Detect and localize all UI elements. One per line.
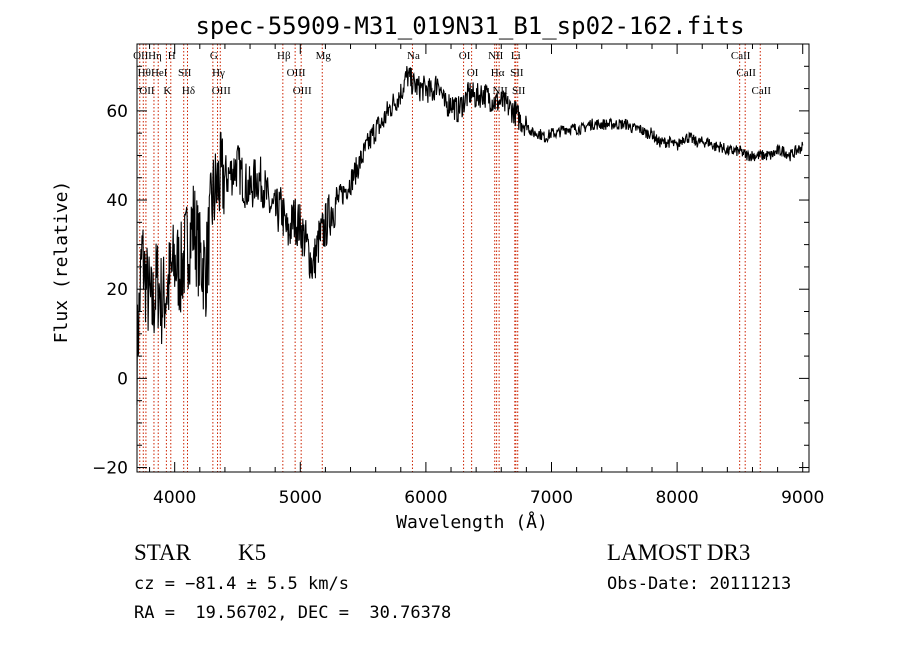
x-tick-label: 6000: [404, 488, 447, 508]
line-markers: [139, 44, 761, 472]
line-marker-label: H: [168, 50, 176, 62]
line-marker-label: SII: [510, 67, 524, 79]
line-marker-label: CaII: [731, 50, 751, 62]
x-tick-labels: 4000 5000 6000 7000 8000 9000: [153, 488, 824, 508]
line-marker-label: Hγ: [212, 67, 225, 79]
redshift-cz: cz = −81.4 ± 5.5 km/s: [134, 574, 349, 594]
line-marker-label: Na: [407, 50, 420, 62]
y-tick-label: −20: [92, 459, 128, 479]
ra-dec: RA = 19.56702, DEC = 30.76378: [134, 603, 452, 623]
y-tick-labels: −20 0 20 40 60: [92, 102, 128, 479]
object-class: STAR: [134, 540, 191, 565]
axis-ticks: [137, 44, 809, 472]
x-axis-label: Wavelength (Å): [396, 511, 548, 533]
line-marker-label: SII: [178, 67, 192, 79]
y-tick-label: 0: [117, 369, 128, 389]
line-marker-label: CaII: [751, 85, 771, 97]
x-tick-label: 7000: [530, 488, 573, 508]
x-tick-label: 5000: [279, 488, 322, 508]
y-tick-label: 20: [106, 280, 128, 300]
chart-title: spec-55909-M31_019N31_B1_sp02-162.fits: [195, 12, 744, 40]
line-marker-label: K: [163, 85, 171, 97]
plot-frame: [136, 43, 810, 473]
line-marker-label: NII: [488, 50, 504, 62]
survey-name: LAMOST DR3: [607, 540, 751, 565]
spectrum-line: [136, 66, 804, 406]
line-marker-label: HeI: [151, 67, 168, 79]
y-tick-label: 40: [106, 191, 128, 211]
object-subclass: K5: [238, 540, 267, 565]
line-marker-label: OII: [133, 50, 149, 62]
y-tick-label: 60: [106, 102, 128, 122]
line-marker-label: OI: [459, 50, 471, 62]
line-marker-label: G: [210, 50, 218, 62]
line-marker-label: Hα: [491, 67, 505, 79]
line-marker-label: Hθ: [138, 67, 151, 79]
line-marker-label: OIII: [287, 67, 306, 79]
line-marker-label: OI: [467, 67, 479, 79]
line-marker-label: Li: [511, 50, 521, 62]
line-marker-label: Hη: [148, 50, 162, 62]
x-tick-label: 9000: [781, 488, 824, 508]
obs-date: Obs-Date: 20111213: [607, 574, 792, 594]
line-marker-label: SII: [512, 85, 526, 97]
x-tick-label: 8000: [655, 488, 698, 508]
y-axis-label: Flux (relative): [51, 181, 72, 344]
line-marker-label: OIII: [293, 85, 312, 97]
line-marker-label: OIII: [212, 85, 231, 97]
line-marker-label: CaII: [736, 67, 756, 79]
x-tick-label: 4000: [153, 488, 196, 508]
line-marker-label: Hδ: [182, 85, 195, 97]
line-marker-label: Mg: [316, 50, 332, 62]
line-marker-label: OII: [139, 85, 155, 97]
line-marker-label: Hβ: [277, 50, 291, 62]
